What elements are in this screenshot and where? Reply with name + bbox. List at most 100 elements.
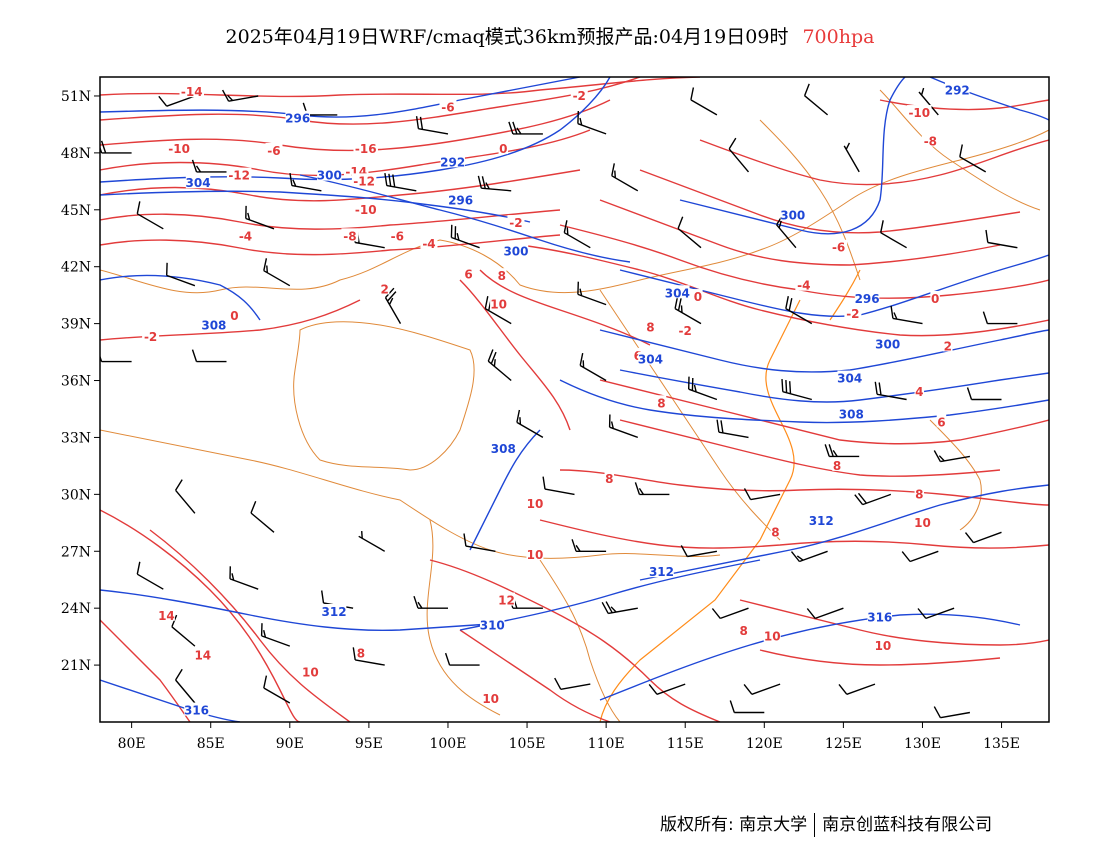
temperature-label: -10 [168,142,190,156]
wind-barb [959,144,987,173]
footer-credit: 版权所有: 南京大学 南京创蓝科技有限公司 [660,810,992,837]
wind-barb [577,110,607,135]
x-tick-label: 80E [118,736,146,752]
wind-barb [601,601,638,615]
x-tick-label: 100E [429,736,466,752]
temperature-label-bg [179,84,204,98]
wind-barb [384,172,417,192]
temperature-label: 0 [230,309,238,323]
wind-barb [415,116,449,135]
wind-barb [175,479,196,514]
temperature-label-bg [379,281,390,295]
temperature-label-bg [166,141,192,155]
temperature-label-bg [795,277,813,291]
temperature-label-bg [645,319,656,333]
wind-barb [100,354,132,363]
height-label: 304 [665,286,690,300]
wind-barb [917,607,955,620]
temperature-label-bg [844,306,862,320]
y-tick-label: 36N [61,374,91,390]
y-tick-label: 51N [61,89,91,105]
temperature-label-bg [913,514,931,528]
wind-barb [874,381,907,401]
temperature-label: 8 [740,624,748,638]
wind-barb [785,296,813,325]
height-label-bg [649,564,674,578]
temperature-label-bg [420,235,438,249]
x-tick-label: 110E [588,736,625,752]
y-tick-label: 39N [61,317,91,333]
wind-barb [824,444,860,458]
x-tick-label: 120E [746,736,783,752]
height-label-bg [448,192,473,206]
wind-barb [933,706,971,719]
temperature-label-bg [832,457,842,471]
y-tick-label: 45N [61,203,91,219]
wind-barb [743,683,781,695]
wind-barb [901,550,939,563]
height-label: 304 [186,176,211,190]
wind-barb [611,163,639,192]
wind-barb [680,545,718,558]
height-label: 312 [322,605,347,619]
wind-barb [100,140,132,154]
temperature-label-bg [490,296,508,310]
temperature-label: 6 [937,415,945,429]
wind-barb [648,683,686,695]
height-label-bg [184,702,209,716]
temperature-label-bg [507,215,525,229]
x-tick-label: 85E [197,736,225,752]
temperature-label: -10 [355,203,377,217]
temperature-label: 8 [605,472,613,486]
x-tick-label: 95E [355,736,383,752]
company-text: 南京创蓝科技有限公司 [822,815,993,835]
height-label-bg [480,617,505,631]
temperature-label: -2 [679,324,692,338]
y-tick-label: 42N [61,260,91,276]
height-label-bg [665,285,690,299]
y-tick-label: 21N [61,658,91,674]
temperature-label: 8 [833,459,841,473]
wind-barb [854,492,892,506]
temperature-label: 10 [914,516,931,530]
temperature-label-bg [301,664,319,678]
temperature-label-bg [943,338,953,352]
temperature-label: 6 [464,267,472,281]
height-label-bg [780,207,806,221]
temperature-label-bg [356,645,366,659]
x-tick-label: 125E [825,736,862,752]
temperature-label: 8 [357,647,365,661]
temperature-contours [100,77,1049,722]
wind-barbs [100,83,1018,719]
wind-barb [688,376,718,401]
temperature-label: -12 [228,169,250,183]
temperature-label-bg [439,99,457,113]
height-label: 296 [285,112,310,126]
temperature-label-bg [921,133,939,147]
wind-barb [263,258,291,287]
height-label: 296 [855,292,880,306]
temperature-label-bg [463,266,474,280]
temperature-label-bg [265,142,283,156]
wind-barb [166,262,196,287]
temperature-label: -6 [267,144,280,158]
wind-barb [221,89,259,102]
x-tick-label: 135E [983,736,1020,752]
temperature-label: 14 [194,649,211,663]
temperature-labels: -14-10 -6-12-16-14-12-10-8 -6-4-4-60-2-220… [142,84,953,706]
wind-barb [171,614,196,647]
y-tick-label: 30N [61,487,91,503]
height-label: 308 [201,319,226,333]
temperature-label: -14 [181,85,203,99]
height-label: 292 [945,83,970,97]
temperature-label-bg [157,607,175,621]
temperature-label-bg [526,495,544,509]
wind-barb [716,419,749,439]
temperature-label-bg [237,228,255,242]
wind-barb [803,83,829,116]
wind-barb [542,476,575,496]
wind-barb [838,683,876,695]
temperature-label-bg [763,628,781,642]
temperature-label-bg [633,347,643,361]
